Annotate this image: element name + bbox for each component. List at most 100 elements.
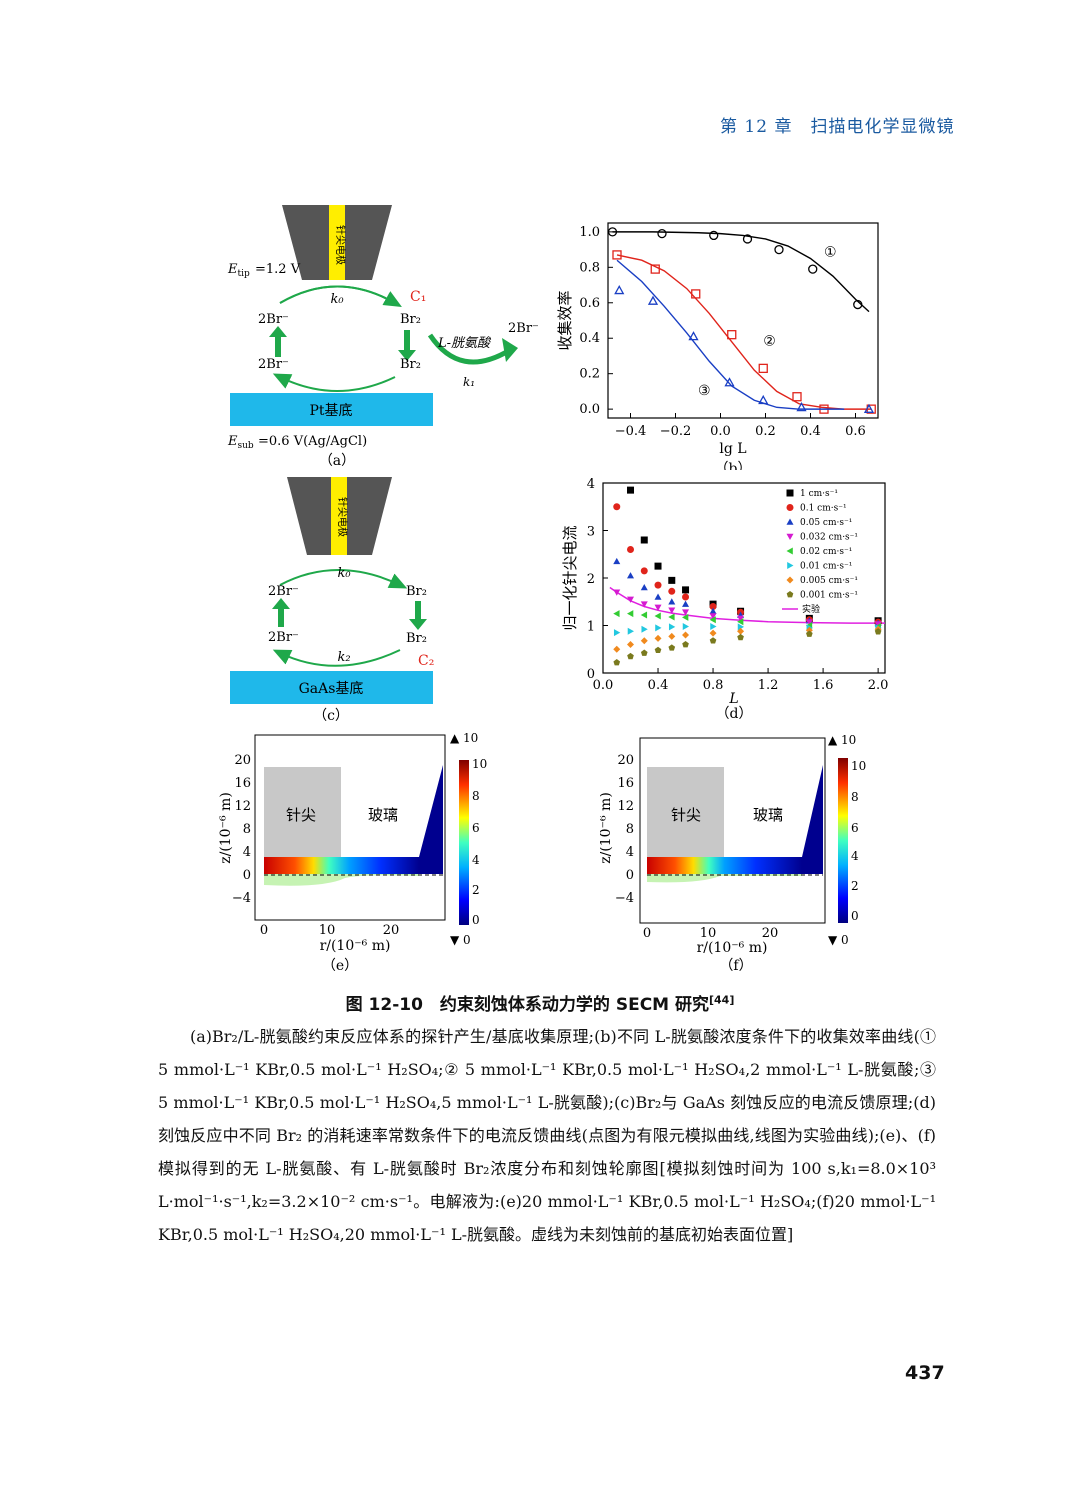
data-point	[682, 613, 689, 621]
series-line	[616, 254, 872, 410]
legend-label: 0.01 cm·s⁻¹	[800, 562, 852, 572]
svg-text:4: 4	[626, 845, 634, 860]
svg-text:10: 10	[319, 923, 336, 938]
data-point	[737, 627, 745, 635]
svg-text:2: 2	[851, 879, 859, 893]
data-point	[640, 601, 648, 608]
series-label: ③	[698, 383, 711, 399]
data-point	[786, 518, 794, 525]
svg-text:4: 4	[243, 845, 251, 860]
chapter-header: 第 12 章 扫描电化学显微镜	[720, 117, 955, 137]
br-right: 2Br⁻	[508, 321, 539, 336]
br2-bottom: Br₂	[406, 631, 427, 646]
y-tick-label: 0.2	[579, 367, 600, 382]
br-left-bottom: 2Br⁻	[268, 630, 299, 645]
svg-text:0: 0	[472, 913, 480, 927]
ylabel: z/(10⁻⁶ m)	[218, 792, 234, 864]
legend-label: 1 cm·s⁻¹	[800, 489, 838, 499]
data-point	[682, 622, 690, 630]
figure-caption: (a)Br₂/L-胱氨酸约束反应体系的探针产生/基底收集原理;(b)不同 L-胱…	[158, 1027, 936, 1244]
data-point	[627, 641, 635, 648]
y-tick-label: 0.0	[579, 402, 600, 417]
data-point	[657, 228, 667, 239]
data-point	[655, 624, 662, 632]
br-left-top: 2Br⁻	[268, 584, 299, 599]
panel-a-side-reaction: 2Br⁻ L-胱氨酸 k₁	[427, 321, 539, 389]
glass-text: 玻璃	[753, 806, 783, 824]
data-point	[786, 547, 793, 555]
data-point	[786, 504, 794, 511]
substrate-label: Pt基底	[309, 402, 352, 419]
glass-text: 玻璃	[368, 806, 398, 824]
data-point	[737, 633, 744, 641]
data-point	[613, 610, 620, 618]
data-point	[641, 625, 648, 633]
tip-text: 针尖	[671, 806, 701, 824]
br-left-bottom: 2Br⁻	[258, 357, 289, 372]
gaas-substrate	[230, 671, 433, 704]
x-tick-label: 1.2	[758, 678, 779, 693]
svg-text:6: 6	[472, 821, 480, 835]
tip-text: 针尖	[286, 806, 316, 824]
tip-region	[647, 767, 724, 857]
data-point	[709, 616, 716, 624]
figure-title: 图 12-10 约束刻蚀体系动力学的 SECM 研究[44]	[345, 993, 735, 1015]
svg-text:−4: −4	[232, 891, 251, 906]
data-point	[613, 589, 621, 596]
cb-max: ▲ 10	[828, 733, 856, 747]
br2-top: Br₂	[400, 312, 421, 327]
tip-electrode	[331, 477, 347, 555]
data-point	[668, 587, 676, 595]
svg-text:8: 8	[626, 822, 634, 837]
y-tick-label: 1.0	[579, 225, 600, 240]
svg-text:0: 0	[851, 909, 859, 923]
data-point	[627, 546, 635, 553]
data-point	[668, 644, 676, 651]
cb-min: ▼ 0	[450, 933, 471, 947]
x-tick-label: −0.4	[615, 424, 647, 439]
data-point	[808, 264, 818, 274]
data-point	[654, 604, 662, 611]
data-point	[682, 600, 690, 607]
substrate-label: GaAs基底	[299, 680, 364, 697]
data-point	[613, 557, 621, 565]
data-point	[627, 610, 634, 618]
chart-d: 0.0 0.4 0.8 1.2 1.6 2.0 0 1 2 3 4 L 归一化针尖电流 （d） 1 cm·s…	[561, 477, 889, 722]
svg-text:4: 4	[851, 849, 859, 863]
data-point	[874, 621, 882, 628]
data-point	[613, 629, 621, 637]
series-label: ①	[824, 245, 837, 261]
tip-electrode	[329, 205, 345, 280]
concentration-field	[264, 857, 419, 874]
pt-substrate	[230, 393, 433, 426]
svg-text:10: 10	[700, 926, 717, 941]
data-point	[682, 586, 690, 594]
x-tick-label: 2.0	[868, 678, 889, 693]
svg-text:2: 2	[472, 883, 480, 897]
colorbar	[459, 760, 469, 925]
data-point	[805, 619, 813, 626]
data-point	[709, 607, 717, 615]
data-point	[774, 244, 784, 255]
panel-a-diagram: 针尖电极 Etip =1.2 V k₀ C₁ 2Br⁻ Br₂ 2Br⁻ Br₂…	[227, 205, 433, 469]
k0-label: k₀	[330, 292, 344, 307]
data-point	[640, 637, 648, 645]
data-point	[786, 576, 794, 584]
svg-text:16: 16	[234, 776, 251, 791]
legend-label: 0.005 cm·s⁻¹	[800, 576, 858, 586]
data-point	[758, 363, 768, 374]
svg-text:0: 0	[243, 868, 251, 883]
data-point	[627, 652, 634, 660]
k1-label: k₁	[463, 375, 475, 389]
label-f: （f）	[719, 958, 752, 974]
data-point	[863, 403, 875, 413]
y-tick-label: 0.6	[579, 296, 600, 311]
chart-label: （b）	[715, 461, 752, 470]
x-tick-label: 1.6	[813, 678, 834, 693]
y-tick-label: 2	[587, 572, 595, 587]
ylabel: z/(10⁻⁶ m)	[600, 792, 614, 864]
data-point	[654, 612, 661, 620]
data-point	[668, 613, 675, 621]
data-point	[709, 613, 717, 620]
